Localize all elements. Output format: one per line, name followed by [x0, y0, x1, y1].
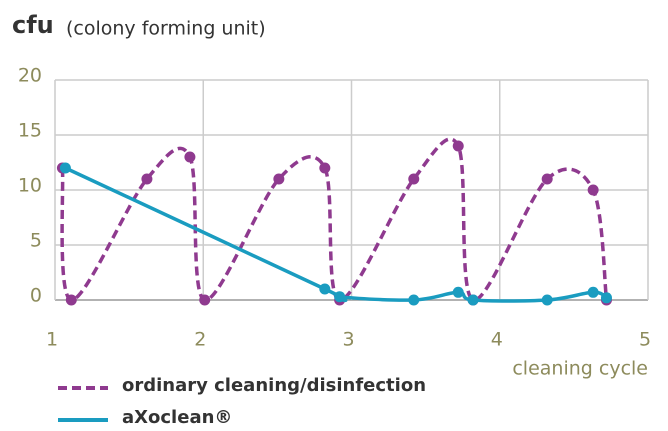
series-line [64, 166, 608, 303]
y-tick-label: 0 [30, 285, 42, 307]
data-point [452, 140, 464, 152]
y-tick-label: 20 [18, 65, 42, 87]
x-tick-label: 1 [46, 329, 58, 351]
y-tick-label: 5 [30, 230, 42, 252]
y-tick-label: 15 [18, 120, 42, 142]
y-tick-label: 10 [18, 175, 42, 197]
data-point [184, 151, 196, 163]
x-tick-label: 5 [639, 329, 651, 351]
data-point [600, 292, 612, 304]
legend-label: ordinary cleaning/disinfection [122, 375, 426, 396]
x-tick-label: 2 [194, 329, 206, 351]
data-point [141, 173, 153, 185]
data-point [541, 294, 553, 306]
x-tick-label: 3 [342, 329, 354, 351]
data-point [541, 173, 553, 185]
series-line [60, 137, 609, 302]
data-point [408, 294, 420, 306]
data-point [452, 286, 464, 298]
data-point [319, 283, 331, 295]
chart-subtitle: (colony forming unit) [66, 18, 266, 40]
x-tick-label: 4 [491, 329, 503, 351]
data-point [65, 294, 77, 306]
data-point [199, 294, 211, 306]
data-point [59, 162, 71, 174]
x-axis-label: cleaning cycle [512, 358, 648, 380]
data-point [467, 294, 479, 306]
chart-title: cfu [12, 11, 54, 39]
data-point [587, 286, 599, 298]
data-point [408, 173, 420, 185]
data-point [334, 291, 346, 303]
data-point [587, 184, 599, 196]
data-point [319, 162, 331, 174]
legend-label: aXoclean® [122, 407, 232, 428]
data-point [273, 173, 285, 185]
